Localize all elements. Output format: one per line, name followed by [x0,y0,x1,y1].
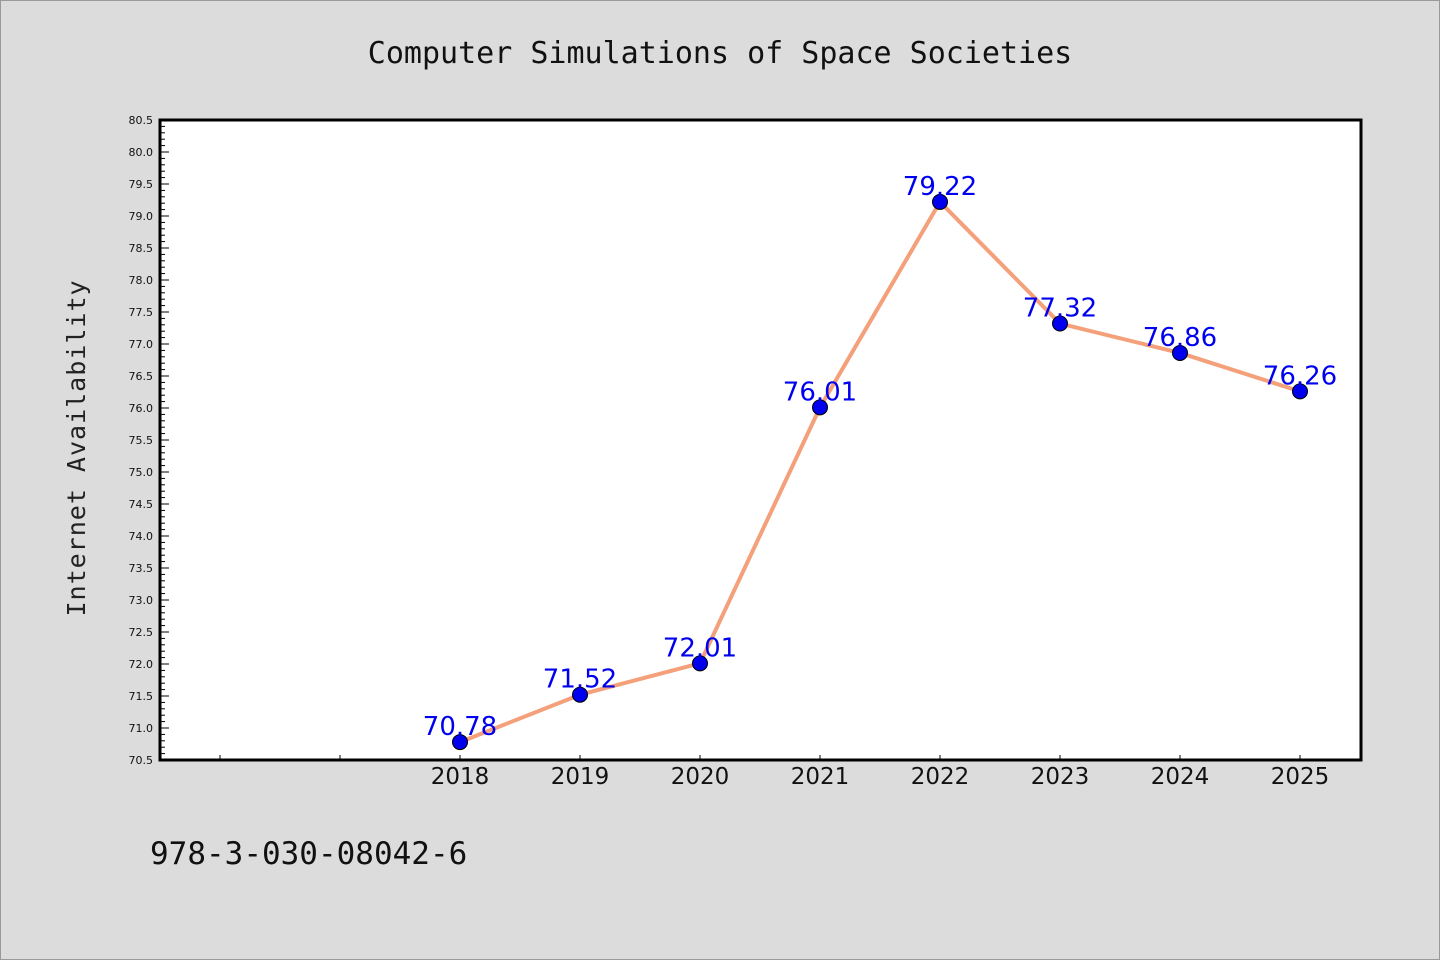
y-tick-label: 77.0 [129,338,154,351]
y-tick-label: 80.0 [129,146,154,159]
data-point-marker [1172,344,1188,361]
data-value-label: 76.26 [1263,361,1337,391]
y-tick-label: 72.5 [129,626,154,639]
y-tick-label: 74.5 [129,498,154,511]
data-point-marker [812,399,828,416]
y-tick-label: 80.5 [129,114,154,127]
x-tick-label: 2018 [431,764,490,790]
x-tick-label: 2024 [1151,764,1210,790]
data-point-marker [572,686,588,703]
y-tick-label: 72.0 [129,658,154,671]
data-value-label: 70.78 [423,712,497,742]
plot-border [158,118,1363,762]
y-tick-label: 75.0 [129,466,154,479]
y-tick-label: 79.5 [129,178,154,191]
y-axis-label: Internet Availability [62,279,91,616]
x-tick-label: 2019 [551,764,610,790]
y-tick-label: 76.5 [129,370,154,383]
data-value-label: 72.01 [663,633,737,663]
y-tick-label: 73.5 [129,562,154,575]
data-value-label: 77.32 [1023,294,1097,324]
data-value-label: 76.86 [1143,323,1217,353]
y-tick-labels: 70.5 71.0 71.5 72.0 72.5 73.0 73.5 74.0 74.5 75.0… [129,114,154,767]
data-markers [452,193,1308,751]
x-tick-labels: 2018 2019 2020 2021 2022 2023 2024 2025 [431,764,1330,790]
data-value-label: 79.22 [903,172,977,202]
y-tick-label: 79.0 [129,210,154,223]
plot-area [160,120,1361,760]
y-tick-label: 73.0 [129,594,154,607]
y-tick-label: 76.0 [129,402,154,415]
y-tick-label: 74.0 [129,530,154,543]
x-tick-label: 2023 [1031,764,1090,790]
data-point-marker [452,734,468,751]
series-line-layer [459,199,1301,744]
data-point-marker [932,193,948,210]
y-tick-label: 71.5 [129,690,154,703]
y-tick-label: 71.0 [129,722,154,735]
data-labels: 70.78 71.52 72.01 76.01 79.22 77.32 76.86 76.26 [423,172,1337,742]
data-point-marker [1052,315,1068,332]
data-value-label: 76.01 [783,377,857,407]
y-tick-label: 75.5 [129,434,154,447]
x-tick-label: 2020 [671,764,730,790]
data-point-marker [1292,383,1308,400]
data-point-marker [692,655,708,672]
x-tick-label: 2021 [791,764,850,790]
data-value-label: 71.52 [543,665,617,695]
x-tick-label: 2022 [911,764,970,790]
series-line [459,199,1301,744]
x-tick-label: 2025 [1271,764,1330,790]
y-tick-label: 70.5 [129,754,154,767]
chart-title: Computer Simulations of Space Societies [368,36,1072,71]
y-tick-label: 78.5 [129,242,154,255]
isbn-footer: 978-3-030-08042-6 [150,836,467,872]
y-tick-label: 78.0 [129,274,154,287]
y-tick-label: 77.5 [129,306,154,319]
